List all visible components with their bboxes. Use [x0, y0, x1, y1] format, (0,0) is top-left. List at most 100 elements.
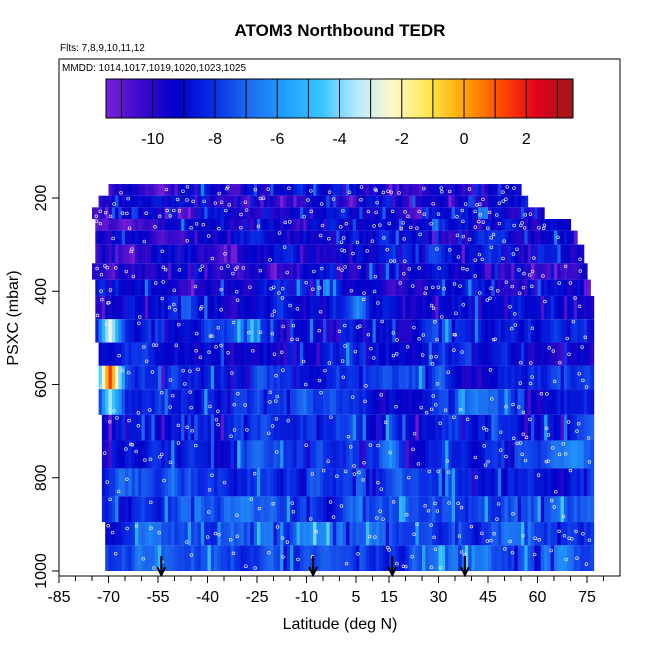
heatmap-cell: [181, 342, 185, 366]
heatmap-cell: [567, 219, 572, 231]
heatmap-cell: [445, 365, 449, 390]
heatmap-cell: [171, 244, 176, 264]
heatmap-cell: [352, 365, 357, 390]
heatmap-cell: [382, 295, 387, 320]
heatmap-cell: [177, 440, 182, 469]
observation-marker: [339, 504, 344, 508]
heatmap-cell: [573, 319, 578, 343]
heatmap-cell: [478, 184, 482, 196]
heatmap-cell: [504, 496, 509, 523]
x-tick-label: 60: [529, 589, 547, 606]
heatmap-cell: [266, 295, 271, 320]
heatmap-cell: [296, 342, 301, 366]
heatmap-cell: [134, 263, 139, 280]
heatmap-cell: [323, 207, 327, 220]
heatmap-cell: [369, 195, 374, 208]
heatmap-cell: [478, 468, 482, 497]
heatmap-cell: [474, 244, 479, 264]
heatmap-cell: [164, 184, 169, 196]
heatmap-cell: [415, 195, 420, 208]
observation-marker: [246, 330, 251, 335]
heatmap-cell: [204, 522, 209, 546]
observation-marker: [210, 334, 214, 338]
heatmap-cell: [464, 184, 469, 196]
heatmap-cell: [115, 319, 119, 343]
heatmap-cell: [240, 365, 245, 390]
heatmap-cell: [375, 244, 380, 264]
heatmap-cell: [214, 279, 218, 296]
heatmap-cell: [455, 522, 459, 546]
heatmap-cell: [379, 319, 383, 343]
heatmap-cell: [171, 522, 176, 546]
heatmap-cell: [398, 389, 403, 415]
heatmap-cell: [494, 414, 499, 441]
heatmap-cell: [177, 184, 182, 196]
observation-marker: [434, 355, 438, 359]
heatmap-cell: [422, 522, 426, 546]
heatmap-cell: [247, 496, 251, 523]
heatmap-cell: [253, 496, 258, 523]
heatmap-cell: [455, 389, 459, 415]
heatmap-cell: [448, 263, 453, 280]
observation-marker: [372, 224, 376, 228]
heatmap-cell: [461, 207, 466, 220]
heatmap-cell: [461, 522, 466, 546]
observation-marker: [168, 405, 172, 409]
heatmap-cell: [398, 207, 403, 220]
heatmap-cell: [461, 496, 466, 523]
heatmap-cell: [171, 319, 176, 343]
heatmap-cell: [514, 319, 519, 343]
heatmap-cell: [415, 545, 420, 571]
heatmap-cell: [451, 496, 456, 523]
observation-marker: [274, 416, 279, 421]
heatmap-cell: [227, 496, 232, 523]
observation-marker: [251, 348, 255, 353]
heatmap-cell: [148, 244, 152, 264]
heatmap-cell: [174, 184, 179, 196]
heatmap-cell: [560, 342, 565, 366]
heatmap-cell: [280, 207, 284, 220]
heatmap-cell: [524, 219, 529, 231]
heatmap-cell: [474, 414, 479, 441]
heatmap-cell: [478, 319, 482, 343]
heatmap-cell: [323, 279, 327, 296]
heatmap-cell: [481, 545, 486, 571]
heatmap-cell: [547, 279, 552, 296]
heatmap-cell: [494, 440, 499, 469]
heatmap-cell: [580, 468, 585, 497]
heatmap-cell: [233, 219, 238, 231]
heatmap-cell: [491, 207, 496, 220]
heatmap-cell: [583, 295, 588, 320]
heatmap-cell: [101, 244, 106, 264]
observation-marker: [499, 430, 503, 434]
heatmap-cell: [270, 219, 275, 231]
heatmap-cell: [253, 263, 258, 280]
heatmap-cell: [418, 195, 423, 208]
observation-marker: [253, 187, 258, 192]
heatmap-cell: [352, 468, 357, 497]
heatmap-cell: [306, 319, 311, 343]
heatmap-cell: [250, 496, 255, 523]
heatmap-cell: [471, 365, 476, 390]
heatmap-cell: [214, 365, 218, 390]
heatmap-cell: [134, 440, 139, 469]
heatmap-cell: [527, 295, 532, 320]
observation-marker: [224, 208, 228, 213]
heatmap-cell: [398, 545, 403, 571]
heatmap-cell: [346, 319, 350, 343]
observation-marker: [417, 337, 421, 341]
heatmap-cell: [306, 244, 311, 264]
heatmap-cell: [266, 207, 271, 220]
heatmap-cell: [194, 230, 199, 245]
observation-marker: [318, 233, 323, 238]
heatmap-cell: [326, 468, 331, 497]
heatmap-cell: [408, 319, 413, 343]
observation-marker: [183, 382, 187, 386]
heatmap-cell: [583, 389, 588, 415]
heatmap-cell: [497, 184, 502, 196]
heatmap-cell: [484, 279, 489, 296]
heatmap-cell: [511, 319, 515, 343]
heatmap-cell: [392, 184, 397, 196]
heatmap-cell: [517, 207, 522, 220]
heatmap-cell: [382, 319, 387, 343]
